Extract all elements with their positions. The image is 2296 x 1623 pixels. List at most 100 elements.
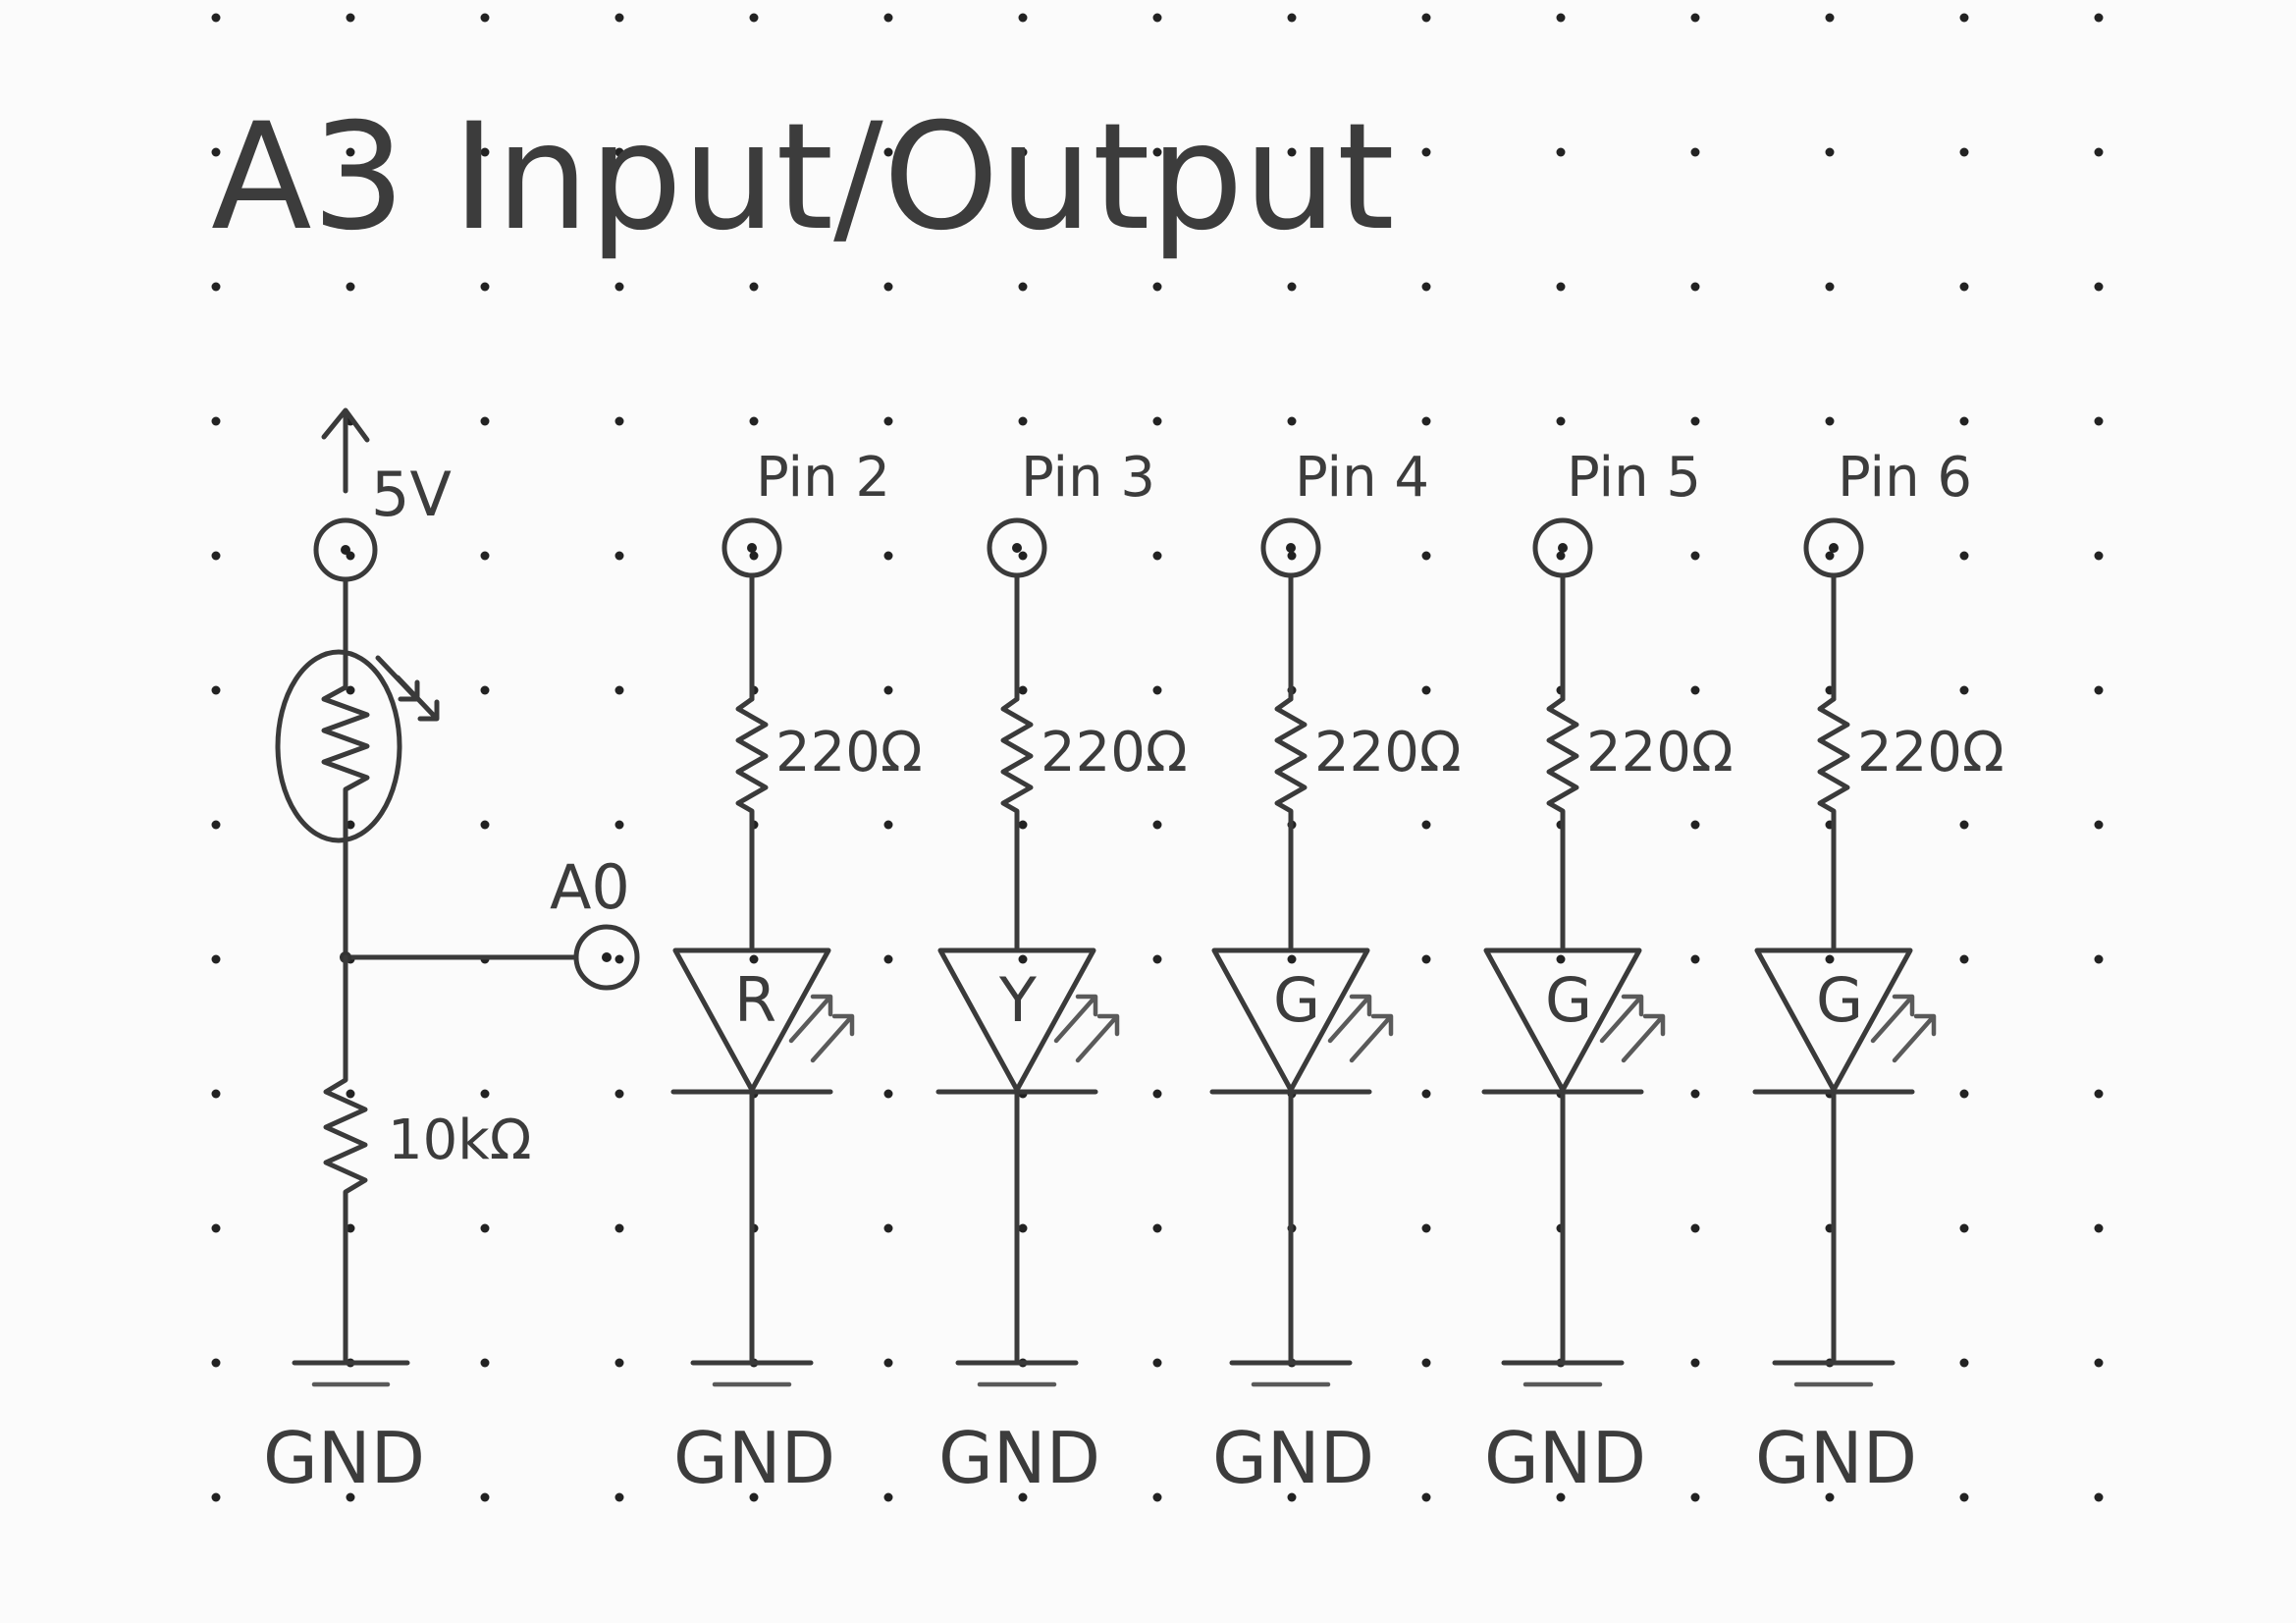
grid-dot xyxy=(480,282,490,292)
grid-dot xyxy=(1421,13,1431,23)
grid-dot xyxy=(614,1223,624,1233)
led-color-label: G xyxy=(1816,964,1863,1036)
grid-dot xyxy=(211,416,221,426)
grid-dot xyxy=(1825,551,1835,561)
grid-dot xyxy=(883,282,893,292)
grid-dot xyxy=(346,13,355,23)
grid-dot xyxy=(1825,13,1835,23)
led-icon xyxy=(1754,947,1913,1093)
ground-label: GND xyxy=(1484,1417,1646,1499)
grid-dot xyxy=(211,954,221,964)
grid-dot xyxy=(1690,1089,1700,1099)
grid-dot xyxy=(1018,954,1028,964)
led-channel-5: Pin 5 220Ω G GND xyxy=(1481,446,1734,1499)
led-channel-6: Pin 6 220Ω G GND xyxy=(1752,446,2004,1499)
grid-dot xyxy=(2094,1223,2104,1233)
grid-dot xyxy=(211,13,221,23)
grid-dot xyxy=(1018,1223,1028,1233)
grid-dot xyxy=(480,1492,490,1502)
grid-dot xyxy=(1018,551,1028,561)
grid-dot xyxy=(2094,685,2104,695)
led-color-label: G xyxy=(1273,964,1320,1036)
grid-dot xyxy=(614,1089,624,1099)
grid-dot xyxy=(1152,13,1162,23)
resistor-label: 220Ω xyxy=(775,721,923,784)
grid-dot xyxy=(2094,820,2104,830)
grid-dot xyxy=(883,685,893,695)
grid-dot xyxy=(1556,1492,1566,1502)
light-arrows-icon xyxy=(1599,994,1666,1063)
grid-dot xyxy=(480,416,490,426)
grid-dot xyxy=(883,954,893,964)
grid-dot xyxy=(1825,282,1835,292)
grid-dot xyxy=(1152,1089,1162,1099)
grid-dot xyxy=(883,1492,893,1502)
grid-dot xyxy=(1018,282,1028,292)
grid-dot xyxy=(614,416,624,426)
led-channel-4: Pin 4 220Ω G GND xyxy=(1209,446,1462,1499)
ground-label: GND xyxy=(938,1417,1100,1499)
grid-dot xyxy=(1152,282,1162,292)
grid-dot xyxy=(1421,685,1431,695)
resistor-label: 220Ω xyxy=(1586,721,1734,784)
resistor-icon xyxy=(323,954,368,1363)
grid-dot xyxy=(1287,416,1297,426)
grid-dot xyxy=(883,1089,893,1099)
grid-dot xyxy=(2094,1089,2104,1099)
grid-dot xyxy=(1959,1223,1969,1233)
grid-dot xyxy=(346,1223,355,1233)
grid-dot xyxy=(1556,282,1566,292)
grid-dot xyxy=(211,820,221,830)
analog-pin-label: A0 xyxy=(550,851,630,923)
grid-dot xyxy=(346,1492,355,1502)
ground-icon xyxy=(292,1360,410,1387)
light-arrows-icon xyxy=(1870,994,1937,1063)
grid-dot xyxy=(1421,282,1431,292)
led-color-label: Y xyxy=(998,964,1037,1036)
grid-dot xyxy=(346,282,355,292)
light-arrows-icon xyxy=(788,994,855,1063)
grid-dot xyxy=(480,13,490,23)
led-color-label: G xyxy=(1545,964,1592,1036)
grid-dot xyxy=(1421,954,1431,964)
led-icon xyxy=(672,947,831,1093)
page-title: A3 Input/Output xyxy=(211,92,1395,263)
terminal-dot xyxy=(341,545,350,555)
led-icon xyxy=(1211,947,1370,1093)
resistor-icon xyxy=(1000,696,1034,950)
grid-dot xyxy=(614,1358,624,1368)
grid-dot xyxy=(2094,1358,2104,1368)
resistor-icon xyxy=(1817,696,1850,950)
led-channel-2: Pin 2 220Ω R GND xyxy=(670,446,923,1499)
grid-dot xyxy=(1152,147,1162,157)
grid-dot xyxy=(480,820,490,830)
grid-dot xyxy=(1152,1358,1162,1368)
terminal-dot xyxy=(747,543,757,553)
grid-dot xyxy=(211,1089,221,1099)
grid-dot xyxy=(1556,954,1566,964)
grid-dot xyxy=(1152,1223,1162,1233)
grid-dot xyxy=(1690,1223,1700,1233)
grid-dot xyxy=(1421,551,1431,561)
pin-label: Pin 6 xyxy=(1838,446,1972,510)
photoresistor-icon xyxy=(275,649,440,843)
grid-dot xyxy=(1556,416,1566,426)
pin-label: Pin 2 xyxy=(756,446,890,510)
grid-dot xyxy=(1287,13,1297,23)
grid-dot xyxy=(1959,954,1969,964)
grid-dot xyxy=(211,147,221,157)
grid-dot xyxy=(1421,1492,1431,1502)
grid-dot xyxy=(749,13,759,23)
grid-dot xyxy=(1421,1223,1431,1233)
light-arrows-icon xyxy=(1327,994,1394,1063)
grid-dot xyxy=(1959,416,1969,426)
led-icon xyxy=(937,947,1096,1093)
grid-dot xyxy=(1421,147,1431,157)
terminal-dot xyxy=(1012,543,1022,553)
grid-dot xyxy=(346,820,355,830)
grid-dot xyxy=(883,147,893,157)
grid-dot xyxy=(1825,1492,1835,1502)
grid-dot xyxy=(1152,685,1162,695)
grid-dot xyxy=(1959,1492,1969,1502)
